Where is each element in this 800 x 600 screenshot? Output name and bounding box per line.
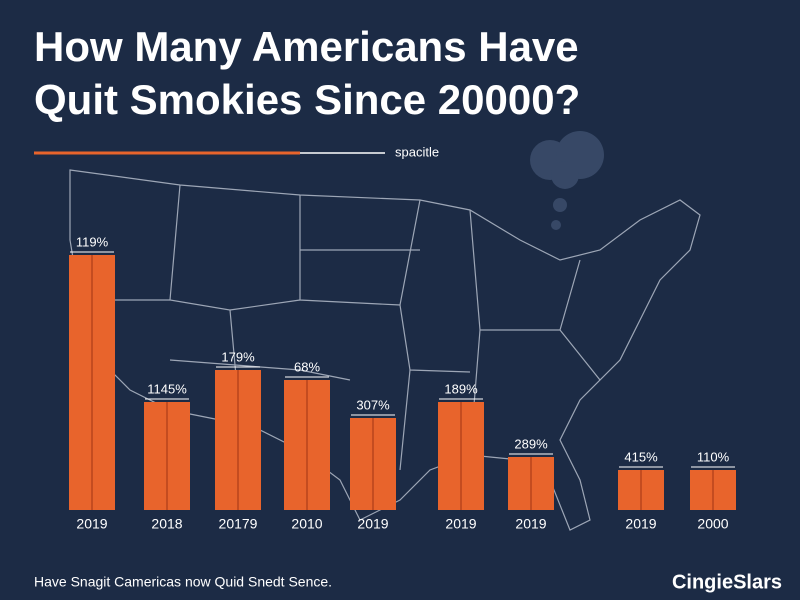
- smoke: [530, 131, 604, 230]
- value-label: 1145%: [147, 381, 187, 396]
- chart-title: Quit Smokies Since 20000?: [34, 76, 580, 123]
- x-tick-label: 2000: [697, 516, 728, 532]
- footer: Have Snagit Camericas now Quid Snedt Sen…: [34, 574, 332, 590]
- x-tick-label: 2010: [291, 516, 322, 532]
- value-label: 68%: [294, 359, 320, 374]
- value-label: 415%: [624, 449, 658, 464]
- value-label: 110%: [697, 449, 730, 464]
- value-label: 189%: [444, 381, 478, 396]
- x-tick-label: 20179: [219, 516, 258, 532]
- x-tick-label: 2019: [76, 516, 107, 532]
- value-label: 289%: [514, 436, 548, 451]
- map-outline: [69, 169, 701, 531]
- x-tick-label: 2019: [357, 516, 388, 532]
- x-tick-label: 2019: [445, 516, 476, 532]
- brand: CingieSlars: [672, 571, 782, 593]
- chart-title: How Many Americans Have: [34, 23, 579, 70]
- x-tick-label: 2019: [515, 516, 546, 532]
- x-tick-label: 2018: [151, 516, 182, 532]
- value-label: 307%: [356, 397, 390, 412]
- value-label: 119%: [76, 234, 109, 249]
- value-label: 179%: [221, 349, 255, 364]
- subtitle: spacitle: [395, 144, 439, 159]
- x-tick-label: 2019: [625, 516, 656, 532]
